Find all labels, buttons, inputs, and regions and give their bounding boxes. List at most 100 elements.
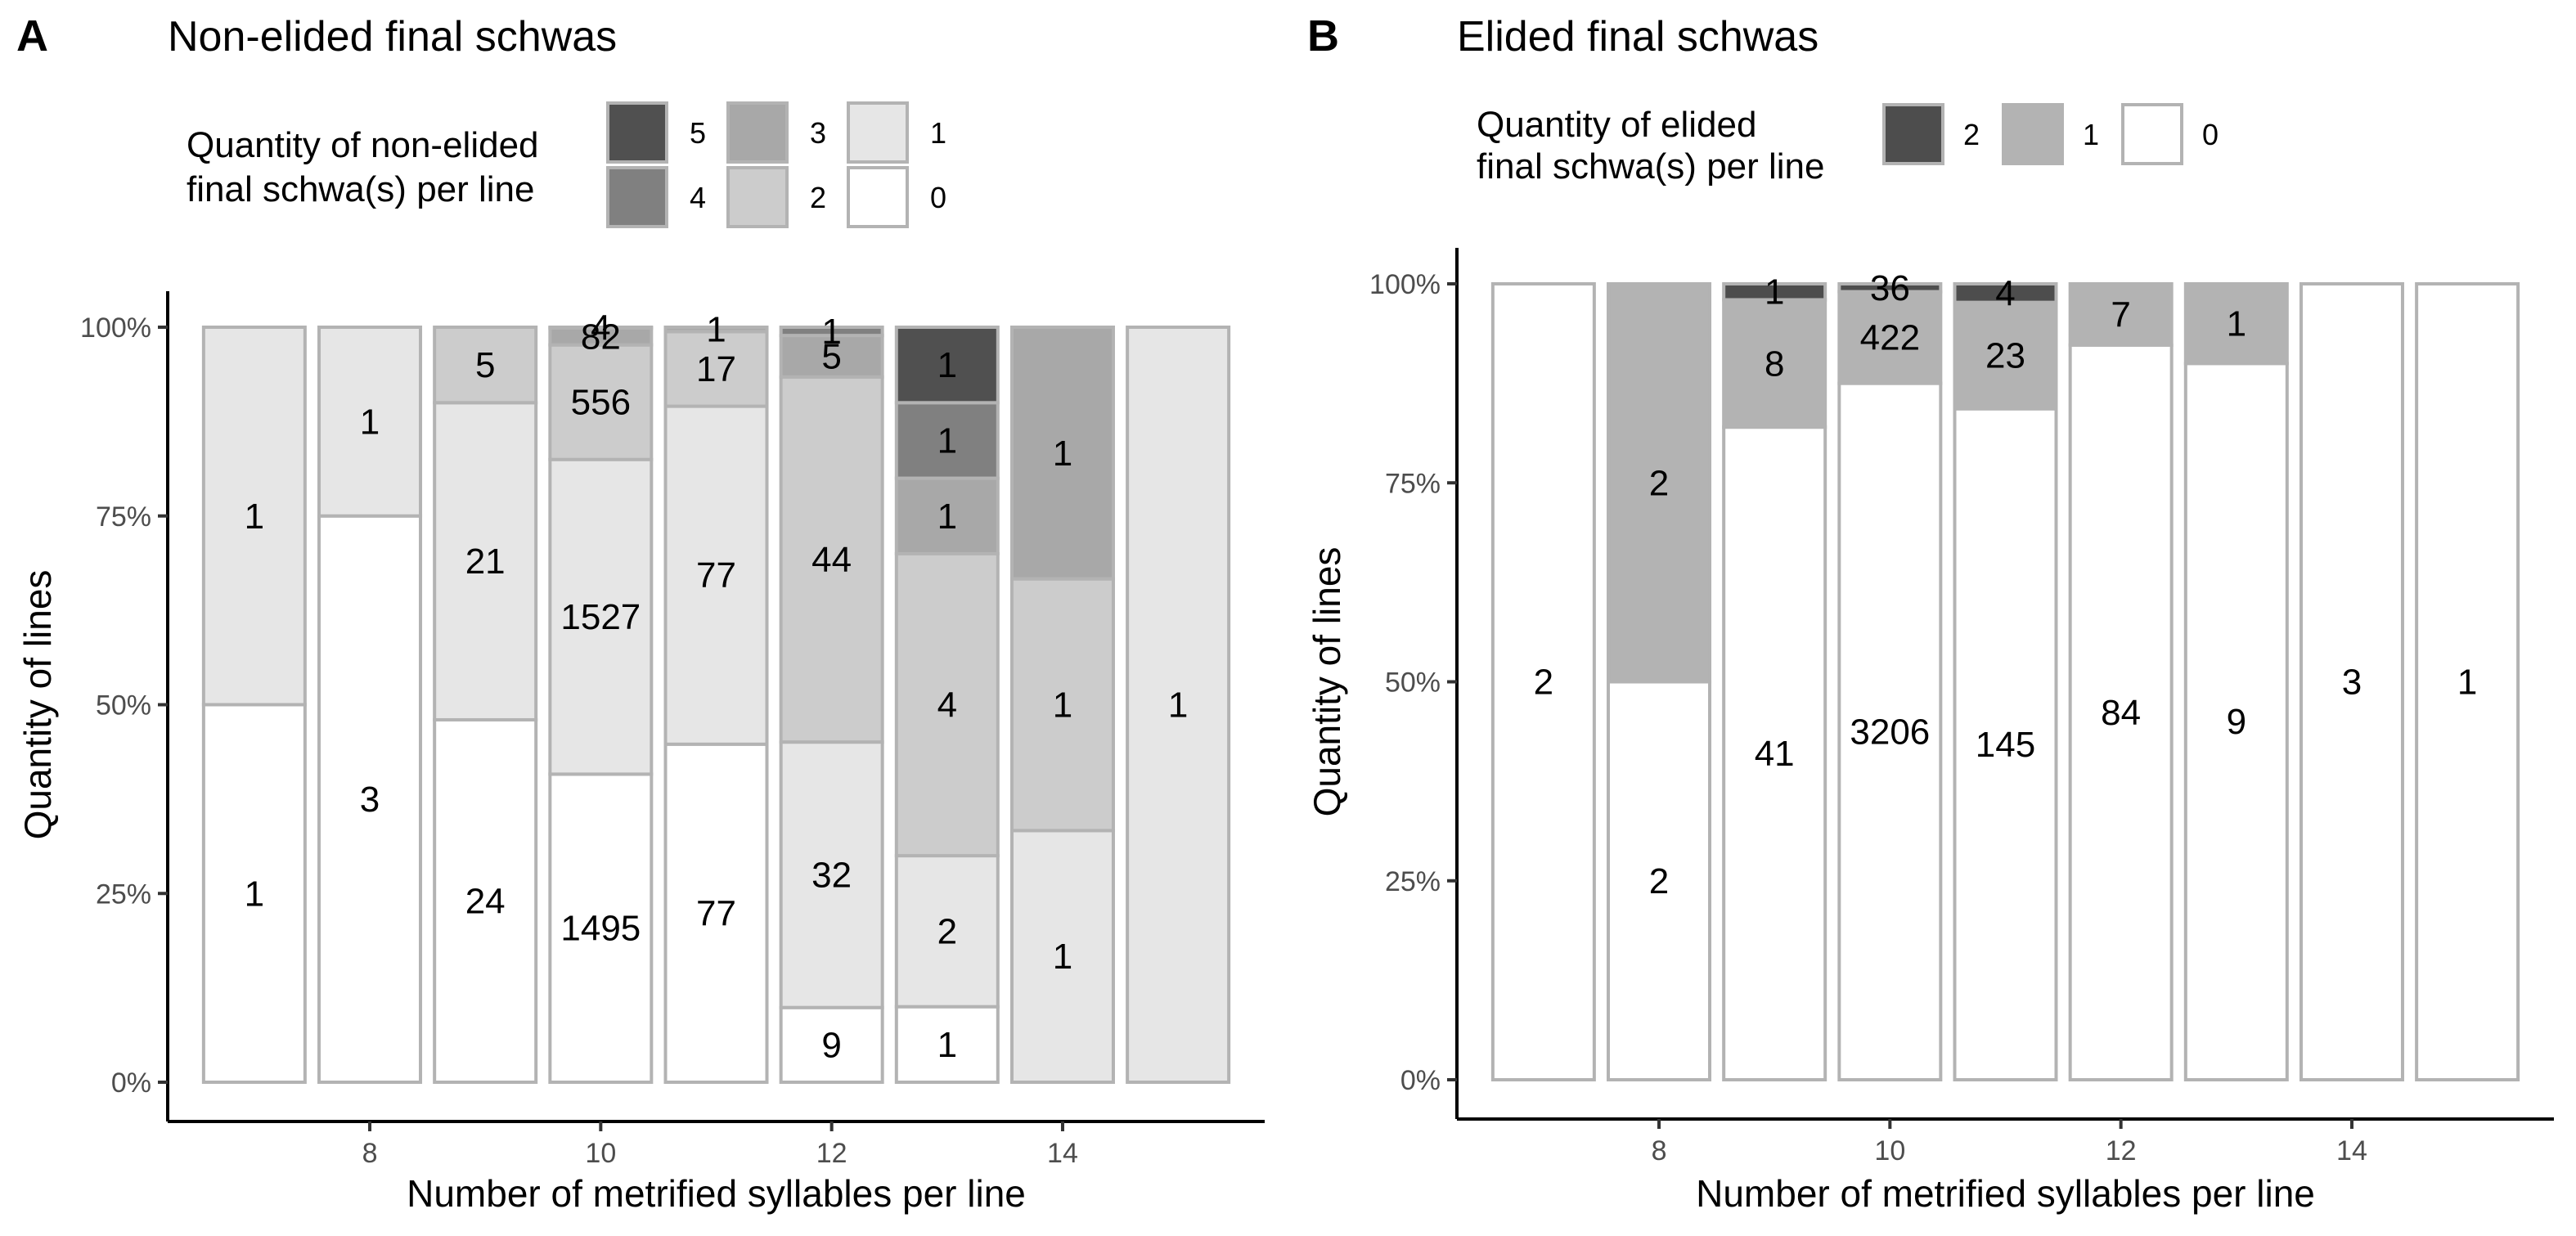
x-tick-label: 14 [1047,1138,1078,1169]
legend-label-2: 2 [810,181,826,214]
y-tick-label: 100% [80,312,151,344]
bar-segment-x15-q0 [2415,282,2520,1081]
legend-key-0 [2121,103,2183,165]
bar-segment-x8-q0 [1607,680,1712,1081]
bar-label-x14-q2: 1 [1053,685,1072,726]
x-tick-label: 12 [816,1138,847,1169]
bar-label-x12-q0: 84 [2101,693,2141,733]
bar-label-x12-q0: 9 [821,1025,841,1065]
bar-label-x11-q2: 4 [1995,273,2015,313]
legend-title: final schwa(s) per line [1477,146,1825,187]
x-tick-label: 8 [1652,1135,1667,1166]
bar-label-x12-q4: 1 [821,312,841,352]
bar-label-x13-q0: 9 [2227,702,2246,742]
bar-label-x14-q1: 1 [1053,937,1072,977]
bar-label-x9-q2: 1 [1765,272,1784,312]
y-tick-label: 75% [1385,468,1441,499]
bar-label-x8-q0: 2 [1649,861,1669,901]
legend-key-4 [606,166,668,228]
x-tick-label: 8 [362,1138,378,1169]
legend-title: Quantity of elided [1477,105,1756,145]
x-tick-label: 14 [2336,1135,2367,1166]
legend-title: final schwa(s) per line [187,169,535,209]
bar-segment-x8-q1 [317,326,423,518]
bar-label-x9-q1: 21 [465,542,506,582]
bar-label-x14-q0: 3 [2342,663,2362,703]
bar-segment-x12-q0 [779,1005,884,1084]
bar-segment-x11-q3 [663,326,769,334]
bar-label-x11-q0: 77 [696,893,736,933]
bar-segment-x12-q1 [2068,282,2174,347]
bar-label-x8-q0: 3 [360,780,380,820]
bar-label-x7-q1: 1 [245,497,264,537]
x-axis-title: Number of metrified syllables per line [1696,1172,2315,1215]
bar-label-x12-q1: 32 [811,855,852,895]
legend-key-5 [606,101,668,164]
legend-label-1: 1 [930,116,946,150]
bar-segment-x13-q2 [894,551,1000,858]
bar-segment-x7-q0 [201,703,307,1084]
panel-b: B Elided final schwas Quantity of elidedfi… [1306,11,2554,1215]
bar-segment-x10-q2 [1837,282,1943,294]
bar-label-x10-q0: 3206 [1850,712,1930,752]
bar-segment-x11-q2 [1953,282,2058,304]
bar-label-x13-q2: 4 [937,685,957,726]
bar-label-x12-q1: 7 [2111,294,2130,335]
bar-segment-x13-q4 [894,401,1000,480]
bar-segment-x14-q2 [1009,577,1115,833]
bar-segment-x13-q0 [2183,362,2289,1081]
bar-segment-x9-q0 [433,717,538,1085]
legend-label-5: 5 [690,116,706,150]
legend-title: Quantity of non-elided [187,125,539,165]
bar-label-x14-q3: 1 [1053,434,1072,474]
bar-segment-x15-q1 [1126,326,1231,1084]
bar-label-x15-q0: 1 [2457,663,2477,703]
legend-label-0: 0 [2202,118,2219,151]
bar-label-x9-q0: 24 [465,881,506,921]
x-tick-label: 10 [1874,1135,1905,1166]
bar-segment-x12-q4 [779,326,884,338]
y-tick-label: 50% [1385,667,1441,699]
bar-label-x11-q1: 23 [1985,336,2025,376]
legend-key-2 [1882,103,1944,165]
bar-segment-x7-q0 [1490,282,1596,1081]
x-tick-label: 10 [585,1138,616,1169]
bar-segment-x11-q0 [1953,407,2058,1082]
bar-label-x13-q1: 2 [937,911,957,951]
legend-key-1 [2002,103,2064,165]
bar-segment-x8-q1 [1607,282,1712,684]
bar-segment-x9-q0 [1722,425,1827,1081]
bar-label-x11-q0: 145 [1976,725,2035,765]
bar-segment-x12-q2 [779,375,884,744]
bar-segment-x14-q0 [2299,282,2404,1081]
bar-segment-x10-q4 [548,326,654,330]
bar-label-x13-q3: 1 [937,497,957,537]
bar-segment-x9-q1 [1722,298,1827,429]
legend-key-3 [726,101,789,164]
bar-label-x7-q0: 1 [245,874,264,914]
bar-label-x9-q2: 5 [475,345,495,385]
bar-label-x10-q1: 422 [1860,318,1920,358]
y-tick-label: 0% [1400,1065,1441,1096]
legend-label-4: 4 [690,181,706,214]
bar-segment-x11-q0 [663,742,769,1084]
bar-labels: 1131242151495152755682477771719324451124… [245,308,1189,1066]
bar-label-x10-q0: 1495 [560,909,641,949]
bar-segment-x13-q0 [894,1005,1000,1084]
y-tick-label: 25% [1385,866,1441,897]
legend-label-1: 1 [2083,118,2099,151]
bar-label-x8-q1: 2 [1649,463,1669,503]
bar-label-x13-q1: 1 [2227,304,2246,344]
bar-segment-x8-q0 [317,514,423,1084]
bar-labels: 2 2 2 41 8 1 3206 422 36 145 23 4 84 7 9 1 3 1 [1534,268,2478,901]
bar-segment-x13-q1 [2183,282,2289,366]
bar-label-x11-q2: 17 [696,349,736,389]
bar-label-x10-q2: 36 [1870,268,1910,308]
bars [201,326,1231,1085]
bar-segment-x13-q1 [894,854,1000,1009]
bars [1490,282,2520,1082]
bar-segment-x11-q1 [1953,300,2058,411]
panel-title: Non-elided final schwas [168,13,617,61]
